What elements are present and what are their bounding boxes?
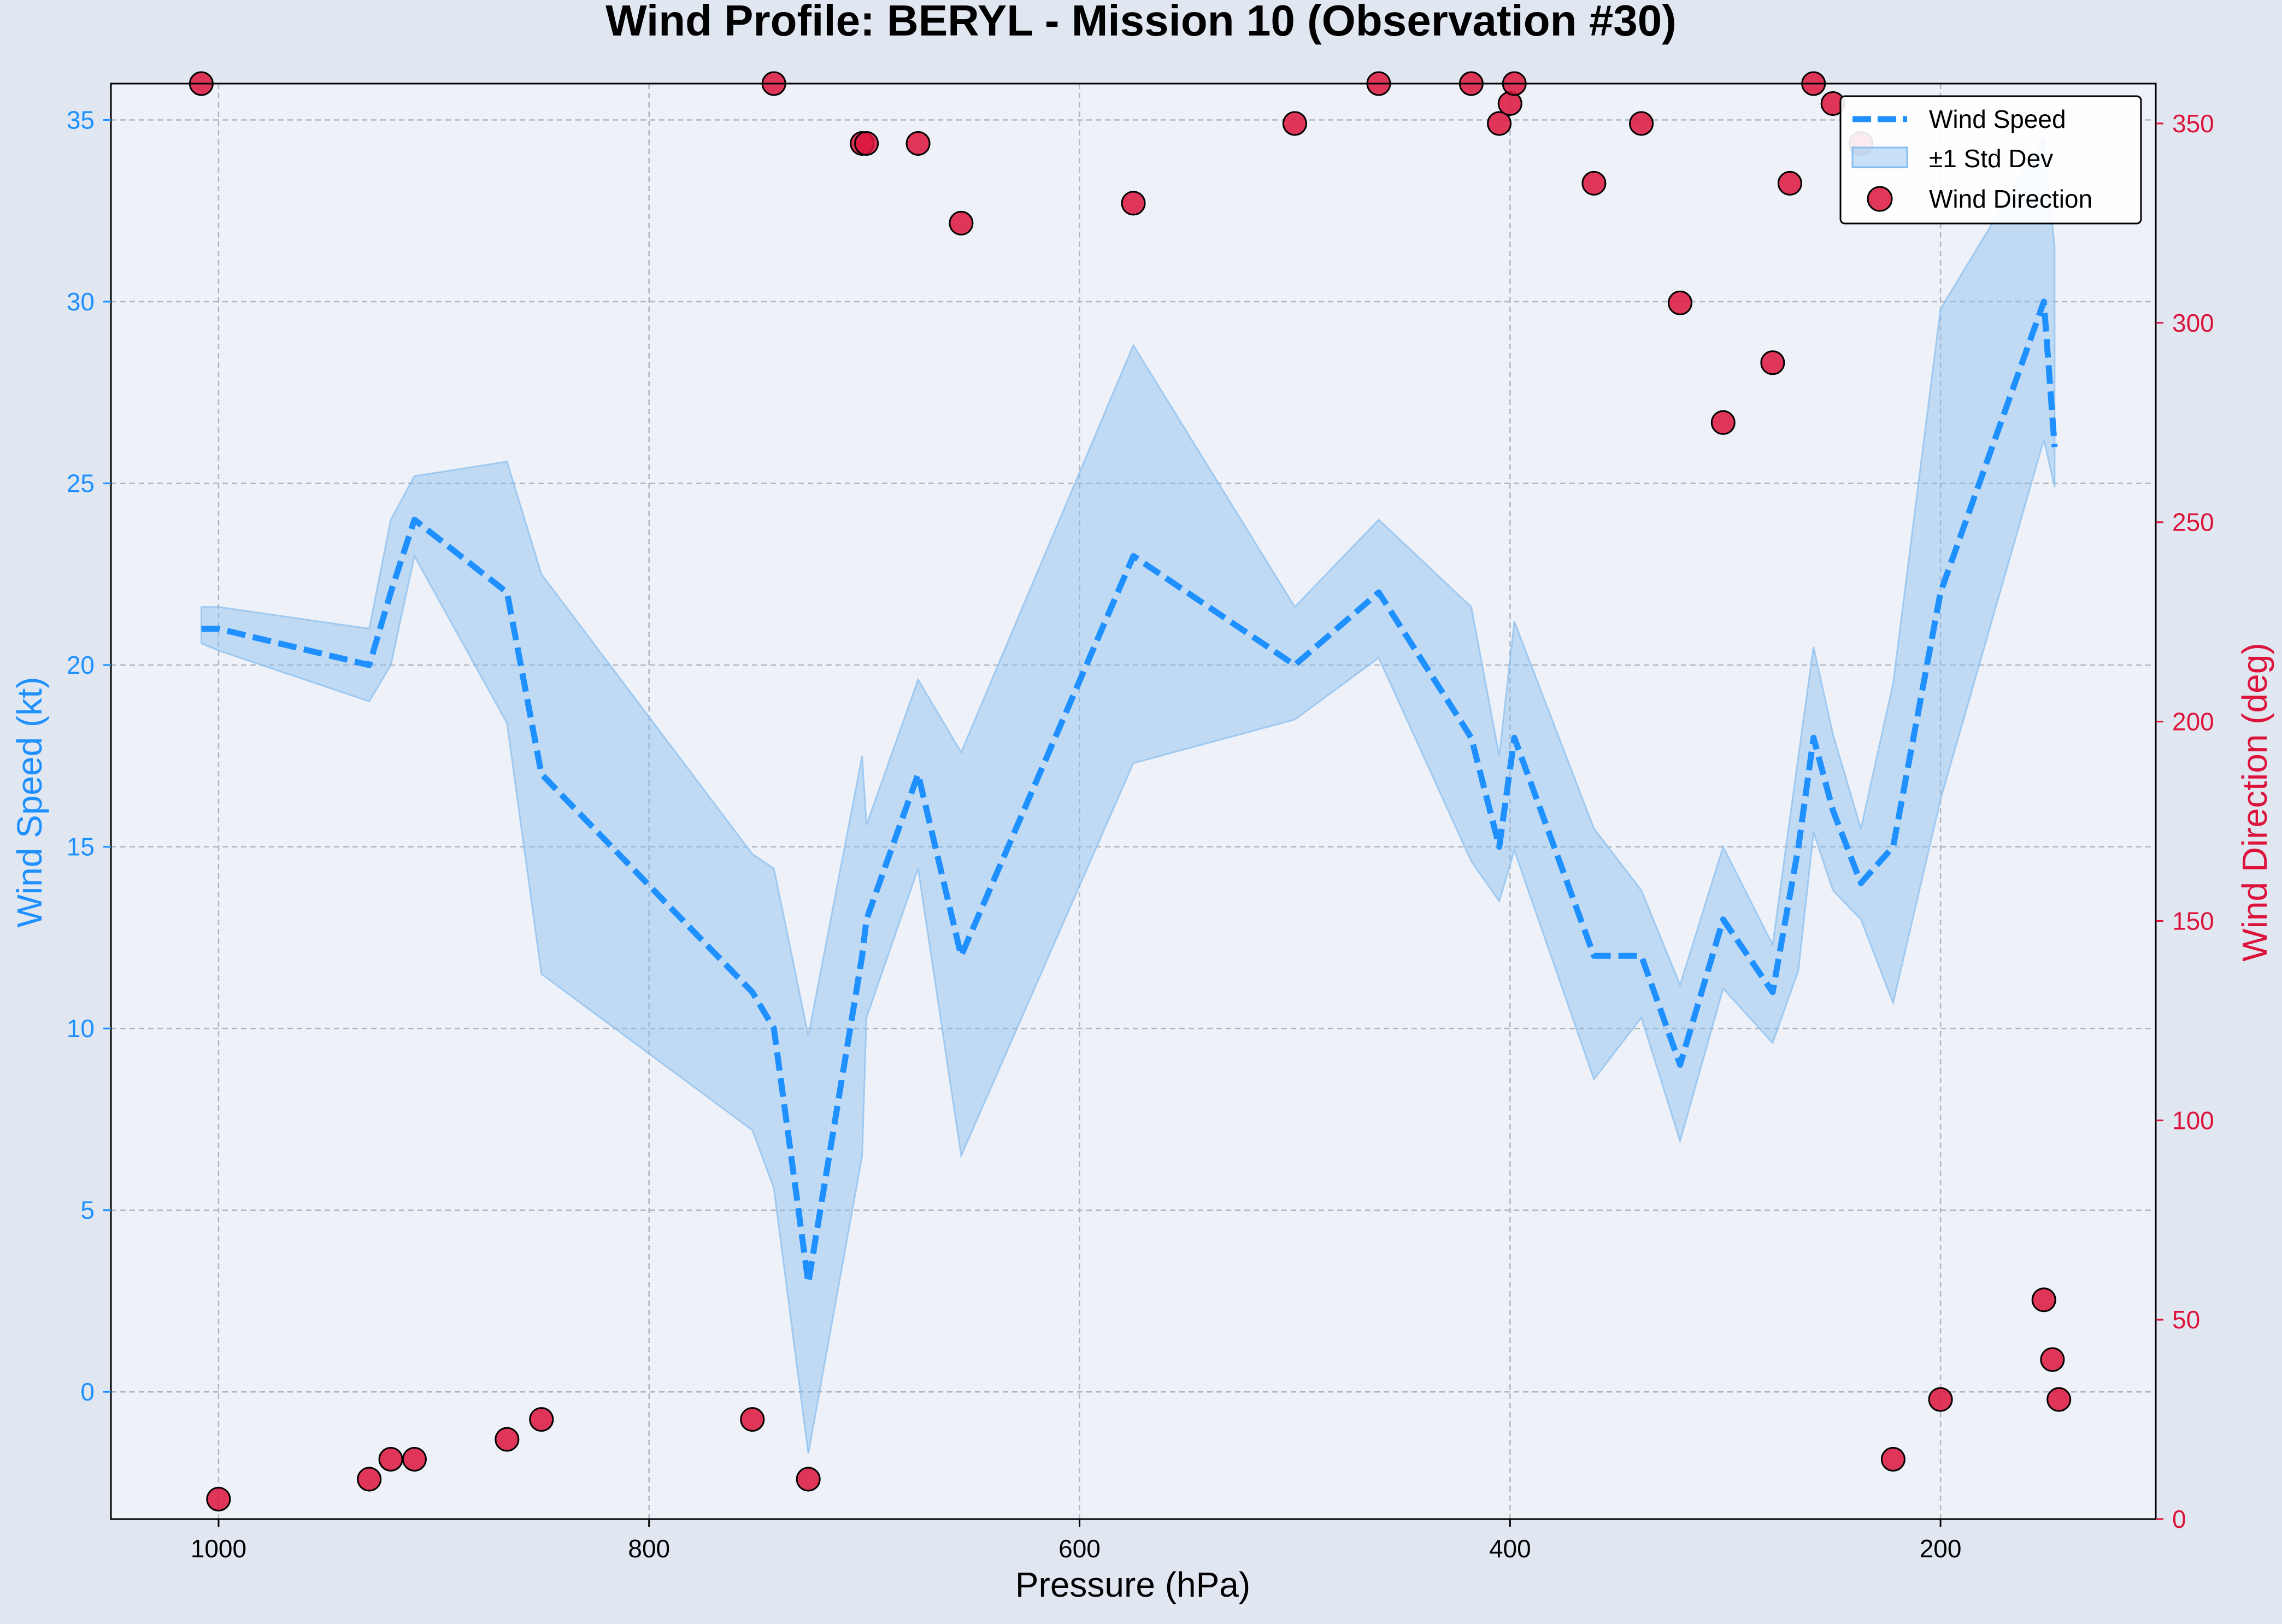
wind-direction-point (206, 1487, 231, 1511)
wind-direction-point (905, 131, 931, 156)
x-tick-label: 200 (1920, 1534, 1962, 1563)
left-y-tick-label: 20 (67, 651, 95, 679)
wind-direction-point (1760, 350, 1785, 375)
wind-direction-point (357, 1467, 382, 1492)
wind-direction-point (402, 1447, 427, 1472)
wind-direction-point (1282, 111, 1307, 136)
right-y-tick-label: 100 (2172, 1106, 2214, 1134)
right-y-axis-ticks: 0 50 100 150 200 250 300 350 (2156, 109, 2214, 1533)
right-y-tick-label: 350 (2172, 109, 2214, 138)
wind-direction-point (495, 1427, 520, 1452)
wind-direction-point (378, 1447, 403, 1472)
wind-direction-point (2031, 1287, 2056, 1313)
x-tick-label: 1000 (191, 1534, 246, 1563)
grid-lines (111, 84, 2156, 1519)
wind-speed-line-layer (201, 298, 2058, 1286)
wind-direction-point (2046, 1387, 2072, 1412)
left-y-tick-label: 25 (67, 469, 95, 498)
right-y-tick-label: 50 (2172, 1305, 2200, 1334)
right-y-tick-label: 250 (2172, 508, 2214, 537)
wind-direction-point (1629, 111, 1654, 136)
left-y-tick-label: 30 (67, 287, 95, 316)
left-y-axis-ticks: 0 5 10 15 20 25 30 35 (67, 106, 111, 1406)
x-tick-label: 600 (1058, 1534, 1101, 1563)
x-axis-label: Pressure (hPa) (1015, 1565, 1250, 1604)
std-dev-band-layer (200, 136, 2056, 1454)
chart-title: Wind Profile: BERYL - Mission 10 (Observ… (605, 0, 1677, 45)
wind-direction-point (854, 131, 879, 156)
wind-direction-point (796, 1467, 821, 1492)
wind-direction-point (1928, 1387, 1953, 1412)
left-y-axis-label: Wind Speed (kt) (10, 677, 49, 928)
legend-box (1839, 95, 2142, 225)
wind-direction-point (740, 1407, 765, 1432)
legend-wind-direction-swatch (1867, 186, 1893, 212)
x-axis-ticks: 1000 800 600 400 200 (191, 1519, 1962, 1563)
x-tick-label: 400 (1489, 1534, 1531, 1563)
left-y-tick-label: 5 (80, 1196, 95, 1225)
right-y-tick-label: 150 (2172, 907, 2214, 935)
plot-frame (110, 83, 2157, 1520)
std-dev-band (200, 136, 2056, 1454)
left-y-tick-label: 0 (80, 1378, 95, 1406)
legend: Wind Speed ±1 Std Dev Wind Direction (1839, 95, 2142, 225)
wind-direction-point (1668, 290, 1692, 315)
wind-direction-point (949, 210, 974, 236)
wind-direction-point (1497, 91, 1522, 116)
wind-direction-point (1880, 1447, 1905, 1472)
plot-area (111, 84, 2156, 1519)
right-y-tick-label: 300 (2172, 309, 2214, 337)
wind-direction-point (1581, 170, 1607, 196)
wind-direction-point (529, 1407, 554, 1432)
right-y-axis-label: Wind Direction (deg) (2235, 643, 2274, 961)
legend-std-dev-label: ±1 Std Dev (1929, 144, 2053, 173)
left-y-tick-label: 15 (67, 833, 95, 861)
legend-wind-speed-label: Wind Speed (1929, 105, 2066, 133)
right-y-tick-label: 0 (2172, 1505, 2186, 1533)
right-y-tick-label: 200 (2172, 708, 2214, 736)
wind-direction-point (1121, 191, 1146, 216)
x-tick-label: 800 (628, 1534, 670, 1563)
wind-direction-point (1777, 170, 1802, 196)
left-y-tick-label: 10 (67, 1014, 95, 1043)
wind-speed-line (201, 298, 2058, 1286)
wind-direction-point (1487, 111, 1512, 136)
legend-std-dev-swatch (1851, 146, 1908, 168)
left-y-tick-label: 35 (67, 106, 95, 134)
legend-wind-direction-label: Wind Direction (1929, 185, 2092, 213)
wind-direction-point (1710, 410, 1736, 435)
wind-direction-point (2040, 1347, 2065, 1372)
